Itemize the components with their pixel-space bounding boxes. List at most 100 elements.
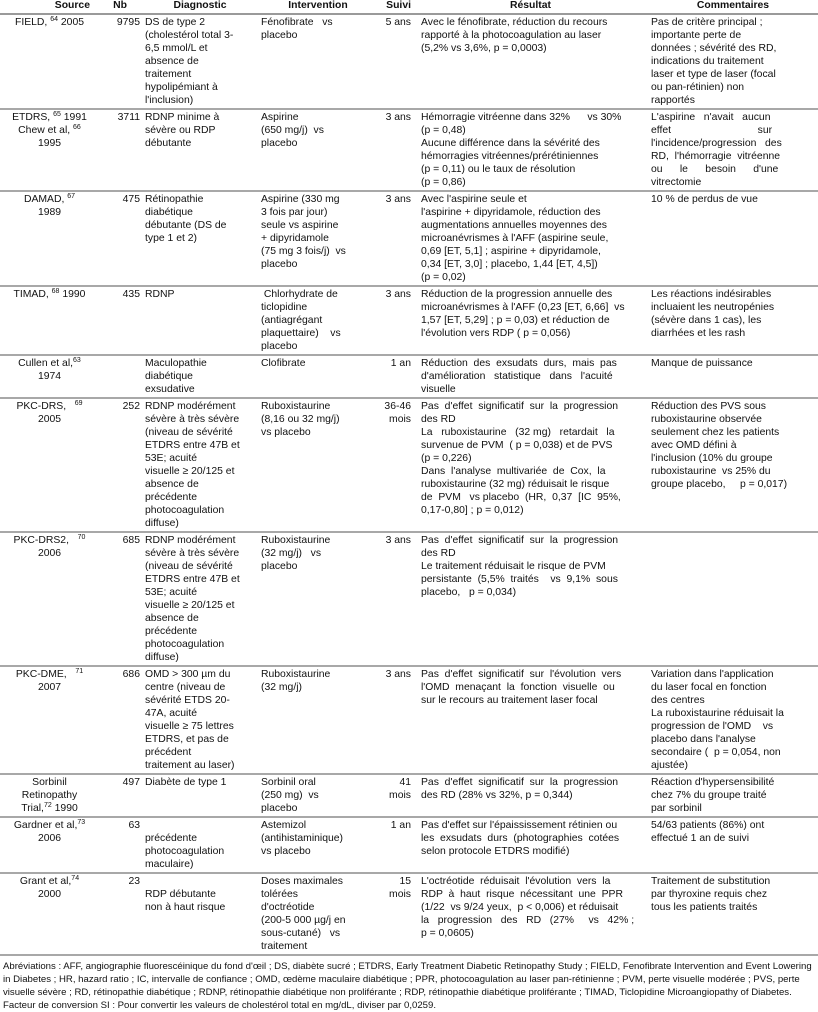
intervention-cell: Aspirine (330 mg 3 fois par jour) seule … [258, 191, 378, 287]
commentaires-cell: Manque de puissance [648, 355, 818, 399]
source-text: 1991 [60, 112, 87, 123]
source-line: Chew et al, 66 [3, 124, 96, 137]
reference-number: 69 [74, 400, 83, 407]
source-text: PKC-DRS2, [13, 535, 78, 546]
resultat-cell: L'octréotide réduisait l'évolution vers … [413, 873, 648, 956]
header-nb: Nb [98, 0, 142, 15]
intervention-cell: Astemizol (antihistaminique) vs placebo [258, 817, 378, 874]
nb-cell: 63 [98, 817, 142, 874]
source-cell: PKC-DRS, 69 2005 [0, 398, 98, 533]
commentaires-cell: Pas de critère principal ; importante pe… [648, 14, 818, 110]
diagnostic-cell: RDP débutante non à haut risque [142, 873, 258, 956]
resultat-cell: Pas d'effet significatif sur l'évolution… [413, 666, 648, 775]
source-line: Trial,72 1990 [3, 802, 96, 815]
intervention-cell: Chlorhydrate de ticlopidine (antiagrégan… [258, 286, 378, 356]
source-line: Sorbinil [3, 776, 96, 789]
nb-cell: 252 [98, 398, 142, 533]
nb-cell: 9795 [98, 14, 142, 110]
source-line: Cullen et al,63 [3, 357, 96, 370]
commentaires-cell: 10 % de perdus de vue [648, 191, 818, 287]
diagnostic-cell: Rétinopathie diabétique débutante (DS de… [142, 191, 258, 287]
intervention-cell: Fénofibrate vs placebo [258, 14, 378, 110]
source-line: 1989 [3, 206, 96, 219]
header-commentaires: Commentaires [648, 0, 818, 15]
diagnostic-cell: RDNP minime à sévère ou RDP débutante [142, 109, 258, 192]
diagnostic-cell: précédente photocoagulation maculaire) [142, 817, 258, 874]
source-cell: Grant et al,74 2000 [0, 873, 98, 956]
reference-number: 63 [73, 357, 81, 364]
source-text: DAMAD, [23, 194, 68, 205]
resultat-cell: Pas d'effet significatif sur la progress… [413, 532, 648, 667]
suivi-cell: 1 an [378, 817, 413, 874]
nb-cell: 686 [98, 666, 142, 775]
source-text: 1974 [37, 371, 62, 382]
source-line: PKC-DME, 71 [3, 668, 96, 681]
table-row: PKC-DRS, 69 2005 252 RDNP modérément sévère… [0, 398, 818, 533]
resultat-cell: Pas d'effet sur l'épaississement rétinie… [413, 817, 648, 874]
source-cell: PKC-DRS2, 70 2006 [0, 532, 98, 667]
table-row: PKC-DME, 71 2007 686 OMD > 300 µm du centre… [0, 666, 818, 775]
intervention-cell: Clofibrate [258, 355, 378, 399]
resultat-cell: Hémorragie vitréenne dans 32% vs 30% (p … [413, 109, 648, 192]
reference-number: 67 [67, 193, 76, 200]
source-cell: TIMAD, 68 1990 [0, 286, 98, 356]
source-line: DAMAD, 67 [3, 193, 96, 206]
source-text: Cullen et al, [18, 358, 74, 369]
source-line: PKC-DRS2, 70 [3, 534, 96, 547]
source-text: Retinopathy [21, 790, 78, 801]
source-text: Grant et al, [19, 876, 72, 887]
source-line: ETDRS, 65 1991 [3, 111, 96, 124]
source-text: 2005 [58, 17, 85, 28]
source-cell: Gardner et al,73 2006 [0, 817, 98, 874]
reference-number: 68 [51, 288, 60, 295]
diagnostic-cell: RDNP modérément sévère à très sévère (ni… [142, 398, 258, 533]
source-text: 1990 [51, 803, 78, 814]
resultat-cell: Pas d'effet significatif sur la progress… [413, 398, 648, 533]
reference-number: 65 [53, 111, 61, 118]
abbreviations-note: Abréviations : AFF, angiographie fluores… [3, 961, 812, 998]
header-source: Source [0, 0, 98, 15]
source-text: 1989 [37, 207, 62, 218]
suivi-cell: 3 ans [378, 666, 413, 775]
source-line: 2006 [3, 547, 96, 560]
table-row: Cullen et al,63 1974 Maculopathie diabétiq… [0, 355, 818, 399]
source-text: Trial, [21, 803, 44, 814]
reference-number: 71 [75, 668, 84, 675]
commentaires-cell: 54/63 patients (86%) ont effectué 1 an d… [648, 817, 818, 874]
reference-number: 70 [77, 534, 86, 541]
table-row: PKC-DRS2, 70 2006 685 RDNP modérément sévèr… [0, 532, 818, 667]
suivi-cell: 41 mois [378, 774, 413, 818]
source-line: PKC-DRS, 69 [3, 400, 96, 413]
header-intervention: Intervention [258, 0, 378, 15]
reference-number: 66 [73, 124, 81, 131]
intervention-cell: Ruboxistaurine (8,16 ou 32 mg/j) vs plac… [258, 398, 378, 533]
table-row: FIELD, 64 2005 9795 DS de type 2 (cholesté… [0, 14, 818, 110]
diagnostic-cell: RDNP [142, 286, 258, 356]
source-line: 2000 [3, 888, 96, 901]
source-line: 1974 [3, 370, 96, 383]
intervention-cell: Sorbinil oral (250 mg) vs placebo [258, 774, 378, 818]
commentaires-cell: Variation dans l'application du laser fo… [648, 666, 818, 775]
source-cell: Cullen et al,63 1974 [0, 355, 98, 399]
diagnostic-cell: Diabète de type 1 [142, 774, 258, 818]
source-line: Retinopathy [3, 789, 96, 802]
source-text: PKC-DRS, [16, 401, 75, 412]
suivi-cell: 1 an [378, 355, 413, 399]
table-row: DAMAD, 67 1989 475 Rétinopathie diabétique … [0, 191, 818, 287]
resultat-cell: Pas d'effet significatif sur la progress… [413, 774, 648, 818]
source-text: PKC-DME, [15, 669, 76, 680]
commentaires-cell: L'aspirine n'avait aucun effet sur l'inc… [648, 109, 818, 192]
table-row: TIMAD, 68 1990 435 RDNP Chlorhydrate de ti… [0, 286, 818, 356]
table-row: Grant et al,74 2000 23 RDP débutante non à… [0, 873, 818, 956]
source-cell: ETDRS, 65 1991 Chew et al, 66 1995 [0, 109, 98, 192]
reference-number: 72 [43, 802, 52, 809]
source-text: 2005 [37, 414, 62, 425]
table-row: Gardner et al,73 2006 63 précédente photoc… [0, 817, 818, 874]
resultat-cell: Avec le fénofibrate, réduction du recour… [413, 14, 648, 110]
nb-cell: 23 [98, 873, 142, 956]
source-cell: DAMAD, 67 1989 [0, 191, 98, 287]
source-text: 2006 [37, 833, 62, 844]
commentaires-cell: Réduction des PVS sous ruboxistaurine ob… [648, 398, 818, 533]
table-footnotes: Abréviations : AFF, angiographie fluores… [0, 956, 818, 1012]
studies-table: Source Nb Diagnostic Intervention Suivi … [0, 0, 818, 956]
